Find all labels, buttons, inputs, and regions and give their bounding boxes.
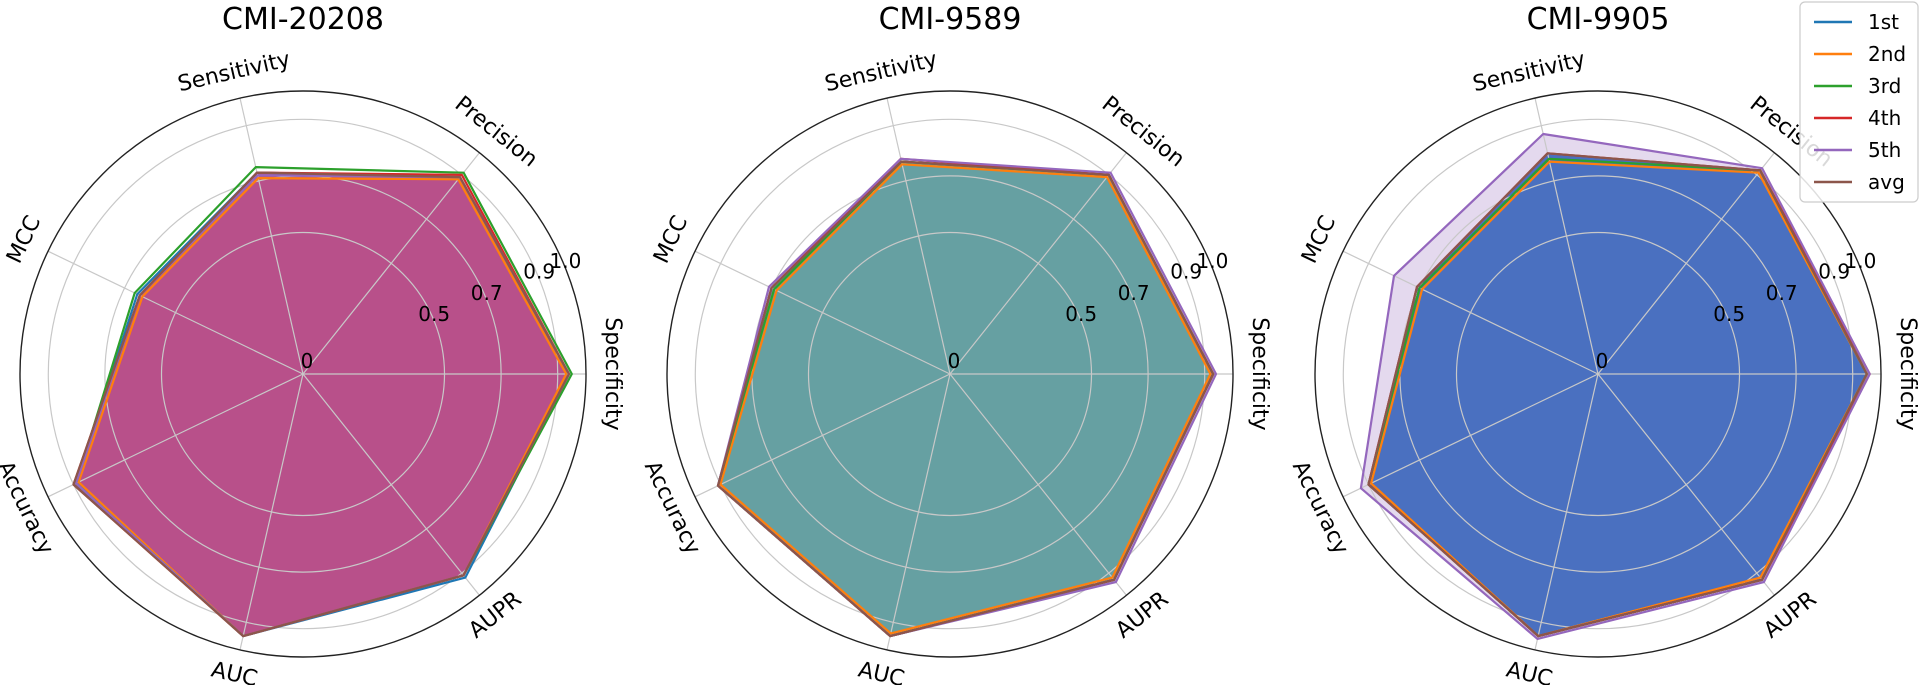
ring-tick-label: 0.7 (471, 281, 503, 305)
ring-tick-label: 0.5 (1713, 302, 1745, 326)
radar-fill-area-top (1368, 153, 1867, 637)
radar-spoke (302, 373, 480, 596)
axis-label-accuracy: Accuracy (639, 457, 705, 558)
radar-spoke (949, 373, 1127, 596)
radar-spoke (949, 152, 1127, 375)
ring-tick-label: 0.9 (523, 260, 555, 284)
radar-spoke (1342, 250, 1599, 375)
ring-tick-label: 1.0 (549, 249, 581, 273)
radar-fill-area-top (73, 172, 569, 637)
radar-spoke (239, 373, 304, 651)
radar-panel-cmi-9905: 00.50.70.91.0SpecificityPrecisionSensiti… (1287, 2, 1920, 685)
legend-label-4th: 4th (1868, 106, 1901, 130)
axis-label-mcc: MCC (649, 212, 693, 268)
axis-label-mcc: MCC (2, 212, 46, 268)
radar-spoke (1534, 97, 1599, 375)
series-line-5th (1359, 132, 1871, 641)
axis-label-auc: AUC (856, 657, 907, 685)
series-line-2nd (1369, 160, 1868, 638)
axis-label-accuracy: Accuracy (0, 457, 58, 558)
ring-tick-label: 0.9 (1170, 260, 1202, 284)
axis-label-sensitivity: Sensitivity (175, 47, 292, 97)
axis-label-auc: AUC (1504, 657, 1555, 685)
panel-title: CMI-9905 (1527, 2, 1670, 37)
axis-label-auc: AUC (209, 657, 260, 685)
ring-tick-label: 0 (1596, 349, 1609, 373)
radar-spoke (1597, 373, 1775, 596)
series-line-2nd (719, 163, 1212, 635)
legend-label-avg: avg (1868, 170, 1905, 194)
axis-label-sensitivity: Sensitivity (822, 47, 939, 97)
ring-tick-label: 0.7 (1766, 281, 1798, 305)
series-line-avg (72, 171, 571, 638)
radar-spoke (1534, 373, 1599, 651)
legend-label-3rd: 3rd (1868, 74, 1901, 98)
ring-tick-label: 0 (301, 349, 314, 373)
axis-label-specificity: Specificity (1247, 317, 1272, 430)
axis-label-aupr: AUPR (464, 587, 526, 644)
radar-spoke (694, 250, 951, 375)
series-line-avg (716, 160, 1215, 638)
panel-title: CMI-20208 (222, 2, 384, 37)
ring-tick-label: 1.0 (1196, 249, 1228, 273)
axis-label-aupr: AUPR (1759, 587, 1821, 644)
axis-label-precision: Precision (1097, 92, 1189, 173)
ring-tick-label: 0 (948, 349, 961, 373)
panel-title: CMI-9589 (879, 2, 1022, 37)
ring-tick-label: 0.9 (1818, 260, 1850, 284)
radar-spoke (1342, 373, 1599, 498)
radar-fill-area-top (718, 161, 1214, 637)
ring-tick-label: 1.0 (1844, 249, 1876, 273)
axis-label-specificity: Specificity (1895, 317, 1920, 430)
series-line-5th (716, 157, 1218, 638)
radar-spoke (886, 97, 951, 375)
radar-outer-frame (666, 90, 1234, 658)
radar-spoke (302, 152, 480, 375)
radar-panel-cmi-9589: 0 0.5 0.7 0.91.0 Specificity Precision Sensiti… (639, 2, 1272, 685)
series-line-avg (1367, 152, 1868, 638)
axis-label-specificity: Specificity (600, 317, 625, 430)
axis-label-accuracy: Accuracy (1287, 457, 1353, 558)
radar-spoke (47, 250, 304, 375)
radar-spoke (1597, 152, 1775, 375)
ring-tick-label: 0.7 (1118, 281, 1150, 305)
ring-tick-label: 0.5 (418, 302, 450, 326)
legend-label-2nd: 2nd (1868, 42, 1906, 66)
radar-panel-cmi-20208: 0 0.5 0.7 0.91.0 Specificity Precision Sensiti… (0, 2, 625, 685)
legend-box (1799, 1, 1919, 203)
ring-tick-label: 0.5 (1065, 302, 1097, 326)
axis-label-precision: Precision (450, 92, 542, 173)
axis-label-mcc: MCC (1297, 212, 1341, 268)
radar-outer-frame (1314, 90, 1882, 658)
radar-spoke (47, 373, 304, 498)
legend-label-5th: 5th (1868, 138, 1901, 162)
radar-spoke (694, 373, 951, 498)
legend-label-1st: 1st (1868, 10, 1899, 34)
radar-outer-frame (19, 90, 587, 658)
legend: 1st 2nd 3rd 4th 5th avg (1799, 1, 1919, 203)
axis-label-sensitivity: Sensitivity (1470, 47, 1587, 97)
axis-label-aupr: AUPR (1111, 587, 1173, 644)
radar-spoke (886, 373, 951, 651)
radar-spoke (239, 97, 304, 375)
